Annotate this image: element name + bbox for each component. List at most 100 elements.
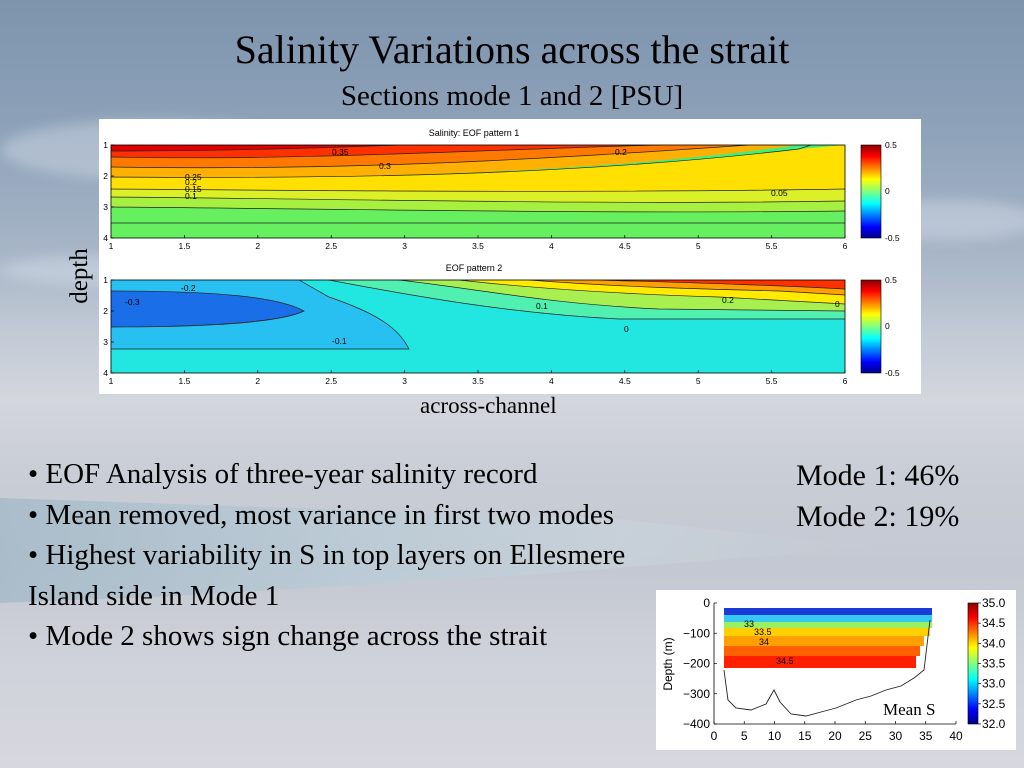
eof-xlabel: across-channel: [420, 393, 557, 418]
eof1-contour-label: 0.05: [771, 188, 788, 198]
eof2-contour-label: -0.3: [125, 297, 140, 307]
eof1-contour-label: 0.2: [185, 177, 197, 187]
eof2-x-tick: 5: [696, 376, 701, 386]
eof1-x-tick: 2: [255, 241, 260, 251]
eof1-x-tick: 6: [843, 241, 848, 251]
mean-y-tick: −400: [683, 717, 710, 731]
eof1-contour-label: 0.3: [379, 161, 391, 171]
eof2-x-tick: 1: [109, 376, 114, 386]
eof1-contour-label: 0.2: [615, 147, 627, 157]
eof2-title: EOF pattern 2: [446, 263, 503, 273]
eof1-y-tick: 3: [103, 202, 108, 212]
eof1-x-tick: 5.5: [766, 241, 778, 251]
eof1-contour-label: 0.15: [185, 184, 202, 194]
eof2-contour-label: 0.2: [722, 295, 734, 305]
mean-y-tick: −200: [683, 657, 710, 671]
mean-salinity-field: [724, 608, 932, 668]
mean-x-tick: 25: [859, 729, 873, 743]
bullet-list: • EOF Analysis of three-year salinity re…: [28, 454, 768, 657]
mean-contour-label: 34.5: [776, 656, 794, 666]
mean-x-tick: 5: [741, 729, 748, 743]
mean-salinity-panel: 0 5 10 15 20 25 30 35 40 0 −100 −200 −300 −400 Depth…: [656, 590, 1016, 750]
eof2-x-tick: 3.5: [472, 376, 484, 386]
mean-colorbar-tick: 33.5: [982, 657, 1006, 671]
eof-chart-panel: Salinity: EOF pattern 1 0.35: [99, 119, 921, 394]
eof2-y-tick: 2: [103, 306, 108, 316]
mean-colorbar-tick: 35.0: [982, 596, 1006, 610]
eof2-x-tick: 1.5: [178, 376, 190, 386]
eof1-y-tick: 2: [103, 171, 108, 181]
eof2-x-tick: 6: [843, 376, 848, 386]
eof1-x-tick: 2.5: [325, 241, 337, 251]
mode1-variance: Mode 1: 46%: [796, 459, 960, 492]
eof2-contour-label: -0.2: [181, 283, 196, 293]
eof1-contour-label: 0.1: [185, 191, 197, 201]
eof2-contour-label: 0: [624, 324, 629, 334]
eof2-y-tick: 3: [103, 337, 108, 347]
eof1-y-tick: 1: [103, 140, 108, 150]
slide-subtitle: Sections mode 1 and 2 [PSU]: [340, 80, 684, 112]
eof2-field: [111, 280, 845, 373]
mode2-variance: Mode 2: 19%: [796, 500, 960, 533]
slide-title: Salinity Variations across the strait: [234, 27, 790, 72]
mean-colorbar-tick: 33.0: [982, 677, 1006, 691]
eof1-x-tick: 4.5: [619, 241, 631, 251]
mean-x-tick: 20: [828, 729, 842, 743]
bullet-item: • EOF Analysis of three-year salinity re…: [28, 458, 538, 490]
mean-contour-label: 33: [744, 619, 754, 629]
eof2-colorbar: [860, 279, 882, 374]
mean-y-tick: −300: [683, 687, 710, 701]
mean-y-tick: 0: [703, 596, 710, 610]
eof1-x-tick: 1: [109, 241, 114, 251]
bathymetry-line: [723, 619, 931, 717]
eof1-contours: [111, 145, 845, 224]
mode-variance: Mode 1: 46% Mode 2: 19%: [796, 455, 959, 537]
eof1-x-tick: 5: [696, 241, 701, 251]
mean-contour-label: 33.5: [754, 627, 772, 637]
eof2-x-tick: 3: [402, 376, 407, 386]
bullet-item: • Highest variability in S in top layers…: [28, 539, 626, 571]
eof2-x-tick: 4: [549, 376, 554, 386]
eof1-colorbar: [860, 144, 882, 239]
mean-colorbar: [967, 602, 979, 725]
eof1-x-tick: 3.5: [472, 241, 484, 251]
mean-x-tick: 40: [949, 729, 963, 743]
eof1-contour-label: 0.35: [332, 147, 349, 157]
mean-colorbar-tick: 34.5: [982, 616, 1006, 630]
mean-colorbar-tick: 32.5: [982, 697, 1006, 711]
eof2-x-tick: 4.5: [619, 376, 631, 386]
eof2-y-tick: 4: [103, 368, 108, 378]
eof2-contours: [111, 280, 845, 350]
eof2-colorbar-tick: -0.5: [885, 368, 900, 378]
eof1-contour-label: 0.25: [185, 172, 202, 182]
mean-x-tick: 35: [919, 729, 933, 743]
eof2-y-tick: 1: [103, 275, 108, 285]
mean-colorbar-tick: 34.0: [982, 636, 1006, 650]
eof2-x-tick: 2: [255, 376, 260, 386]
eof1-x-tick: 4: [549, 241, 554, 251]
mean-x-tick: 10: [768, 729, 782, 743]
mean-x-tick: 0: [711, 729, 718, 743]
mean-s-label: Mean S: [883, 700, 936, 719]
eof1-title: Salinity: EOF pattern 1: [429, 128, 520, 138]
eof1-x-tick: 3: [402, 241, 407, 251]
eof1-colorbar-tick: 0.5: [885, 140, 897, 150]
eof-ylabel: depth: [66, 248, 93, 304]
mean-ylabel: Depth (m): [661, 637, 675, 690]
eof1-colorbar-tick: 0: [885, 186, 890, 196]
eof2-contour-label: 0.1: [536, 301, 548, 311]
mean-x-tick: 30: [889, 729, 903, 743]
eof2-contour-label: -0.1: [332, 336, 347, 346]
mean-contour-label: 34: [759, 637, 769, 647]
bullet-item: • Mean removed, most variance in first t…: [28, 498, 614, 531]
eof1-x-tick: 1.5: [178, 241, 190, 251]
eof1-colorbar-tick: -0.5: [885, 233, 900, 243]
eof2-colorbar-tick: 0: [885, 321, 890, 331]
eof2-x-tick: 2.5: [325, 376, 337, 386]
eof1-y-tick: 4: [103, 233, 108, 243]
mean-y-tick: −100: [683, 626, 710, 640]
eof2-contour-label: 0: [835, 299, 840, 309]
eof2-x-tick: 5.5: [766, 376, 778, 386]
eof2-colorbar-tick: 0.5: [885, 275, 897, 285]
bullet-item: • Mode 2 shows sign change across the st…: [28, 620, 548, 652]
